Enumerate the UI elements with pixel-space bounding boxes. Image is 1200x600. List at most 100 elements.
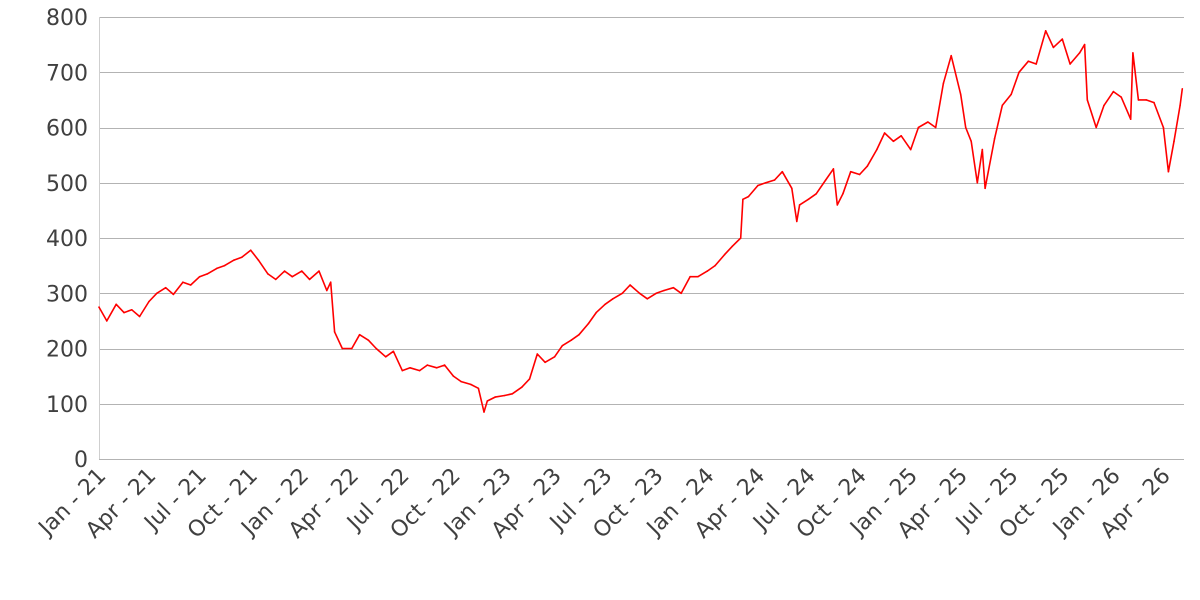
data-point: [1137, 99, 1140, 101]
data-point: [1078, 52, 1081, 54]
data-point: [528, 378, 531, 380]
data-point: [182, 281, 184, 284]
data-point: [1129, 118, 1132, 120]
data-point: [1010, 93, 1012, 96]
data-point: [892, 140, 895, 143]
data-point: [1095, 126, 1097, 129]
data-point: [274, 278, 277, 281]
data-point: [773, 179, 776, 181]
data-point: [172, 293, 175, 296]
data-point: [384, 356, 387, 358]
data-point: [739, 237, 742, 239]
data-point: [223, 264, 226, 267]
data-point: [1181, 88, 1184, 90]
gridlines: [99, 17, 1184, 460]
data-point: [1044, 30, 1047, 32]
data-point: [375, 347, 378, 350]
data-point: [443, 364, 446, 366]
data-point: [460, 380, 463, 383]
data-point: [301, 270, 303, 272]
data-point: [909, 148, 912, 151]
data-point: [731, 245, 734, 248]
y-axis: 0 100 200 300 400 500 600 700 800: [46, 6, 88, 473]
data-point: [553, 356, 556, 358]
series-line-0: [98, 30, 1184, 413]
data-point: [156, 292, 158, 295]
data-point: [326, 289, 328, 292]
data-point: [216, 267, 218, 270]
data-point: [993, 137, 996, 140]
data-point: [1179, 104, 1181, 107]
data-point: [1069, 63, 1071, 65]
data-point: [291, 275, 294, 278]
data-point: [934, 126, 937, 129]
data-point: [672, 286, 675, 289]
data-point: [981, 148, 984, 151]
data-point: [807, 198, 810, 201]
data-point: [1153, 101, 1155, 104]
data-point: [249, 249, 252, 251]
data-point: [764, 182, 767, 184]
data-point: [866, 165, 869, 167]
data-point: [1052, 46, 1055, 49]
data-point: [511, 393, 514, 395]
data-point: [570, 339, 572, 342]
data-point: [106, 320, 108, 322]
data-point: [663, 289, 665, 292]
y-tick-label: 0: [74, 448, 88, 473]
data-point: [358, 333, 361, 336]
data-point: [697, 275, 699, 278]
data-point: [757, 184, 759, 187]
data-point: [436, 367, 438, 369]
data-point: [849, 170, 852, 173]
data-point: [1167, 170, 1170, 173]
data-point: [367, 339, 370, 342]
data-point: [392, 350, 395, 353]
data-point: [680, 292, 682, 295]
data-point: [798, 204, 801, 206]
data-point: [401, 369, 404, 372]
data-point: [959, 93, 962, 96]
data-point: [1083, 43, 1086, 46]
data-point: [1112, 90, 1115, 93]
data-point: [1103, 104, 1105, 107]
data-point: [781, 170, 784, 173]
data-point: [536, 353, 539, 355]
data-point: [824, 179, 827, 181]
data-point: [646, 298, 649, 300]
data-point: [791, 187, 793, 190]
data-point: [578, 333, 580, 336]
data-point: [1018, 71, 1020, 74]
data-point: [604, 303, 606, 306]
data-point: [351, 347, 353, 350]
data-point: [1120, 96, 1122, 98]
data-point: [970, 140, 972, 143]
data-point: [876, 148, 878, 151]
data-point: [233, 259, 235, 261]
data-point: [706, 270, 709, 272]
data-point: [689, 275, 691, 278]
data-point: [964, 126, 967, 129]
data-point: [587, 322, 590, 325]
data-point: [308, 278, 311, 281]
y-tick-label: 300: [46, 282, 88, 307]
data-point: [409, 367, 411, 369]
data-point: [714, 264, 716, 267]
data-point: [796, 220, 798, 223]
y-tick-label: 700: [46, 61, 88, 86]
data-point: [452, 375, 455, 377]
data-point: [477, 387, 480, 390]
data-point: [638, 292, 641, 295]
data-point: [942, 82, 945, 85]
data-point: [131, 309, 133, 311]
data-point: [138, 315, 141, 318]
y-tick-label: 500: [46, 172, 88, 197]
data-point: [917, 126, 920, 129]
data-point: [148, 300, 150, 303]
data-point: [1001, 104, 1004, 107]
data-point: [1132, 52, 1134, 54]
data-point: [115, 303, 117, 306]
data-point: [1173, 140, 1175, 143]
